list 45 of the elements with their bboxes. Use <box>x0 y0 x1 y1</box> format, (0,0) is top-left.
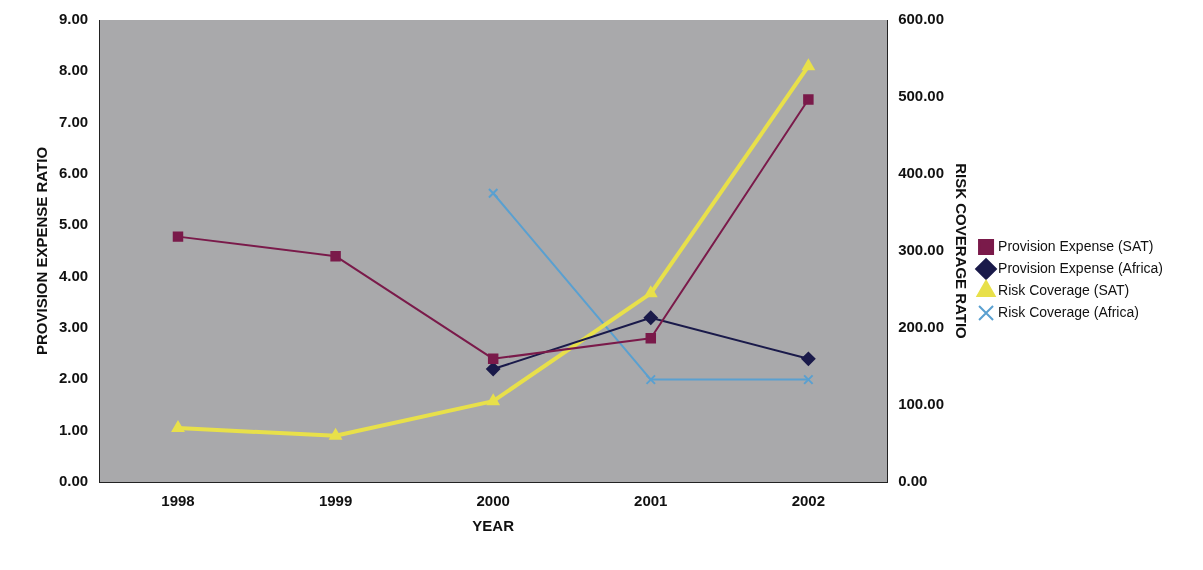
point <box>801 351 816 366</box>
legend-label: Risk Coverage (SAT) <box>998 281 1130 298</box>
y-axis-title: PROVISION EXPENSE RATIO <box>33 146 51 356</box>
y-tick-label: 2.00 <box>58 369 89 387</box>
y-tick-label: 3.00 <box>58 318 89 336</box>
y-tick-label: 4.00 <box>58 266 89 284</box>
y2-tick-label: 200.00 <box>898 318 945 336</box>
x-tick-label: 1998 <box>161 492 195 510</box>
point <box>803 374 814 385</box>
point <box>172 231 184 242</box>
x-axis-title: YEAR <box>472 517 515 535</box>
point <box>644 286 657 298</box>
legend-label: Risk Coverage (Africa) <box>998 303 1139 320</box>
y-tick-label: 0.00 <box>58 472 89 490</box>
point <box>486 394 500 406</box>
y2-axis-title: RISK COVERAGE RATIO <box>952 163 970 340</box>
y2-tick-label: 0.00 <box>898 472 928 490</box>
legend-label: Provision Expense (SAT) <box>998 237 1154 254</box>
x-tick-label: 2000 <box>476 492 510 510</box>
y2-tick-label: 600.00 <box>898 10 945 28</box>
y-tick-label: 8.00 <box>58 61 89 79</box>
x-tick-label: 1999 <box>318 492 353 510</box>
point <box>643 310 658 325</box>
y-tick-label: 7.00 <box>58 112 89 130</box>
y2-tick-label: 400.00 <box>898 164 945 182</box>
y2-tick-label: 300.00 <box>898 241 945 259</box>
y-tick-label: 9.00 <box>58 10 89 28</box>
point <box>329 428 342 440</box>
point <box>802 59 815 71</box>
point <box>487 353 499 365</box>
point <box>486 362 501 377</box>
point <box>487 188 499 199</box>
legend-label: Provision Expense (Africa) <box>998 259 1163 276</box>
y2-tick-label: 100.00 <box>898 395 945 413</box>
point <box>645 374 657 385</box>
y-tick-label: 5.00 <box>58 215 89 233</box>
x-tick-label: 2002 <box>791 492 826 510</box>
x-tick-label: 2001 <box>634 492 668 510</box>
y-tick-label: 1.00 <box>58 420 89 438</box>
point <box>171 421 185 433</box>
y-tick-label: 6.00 <box>58 164 89 182</box>
point <box>645 333 657 344</box>
point <box>330 250 341 262</box>
point <box>803 94 814 105</box>
y2-tick-label: 500.00 <box>898 87 945 105</box>
